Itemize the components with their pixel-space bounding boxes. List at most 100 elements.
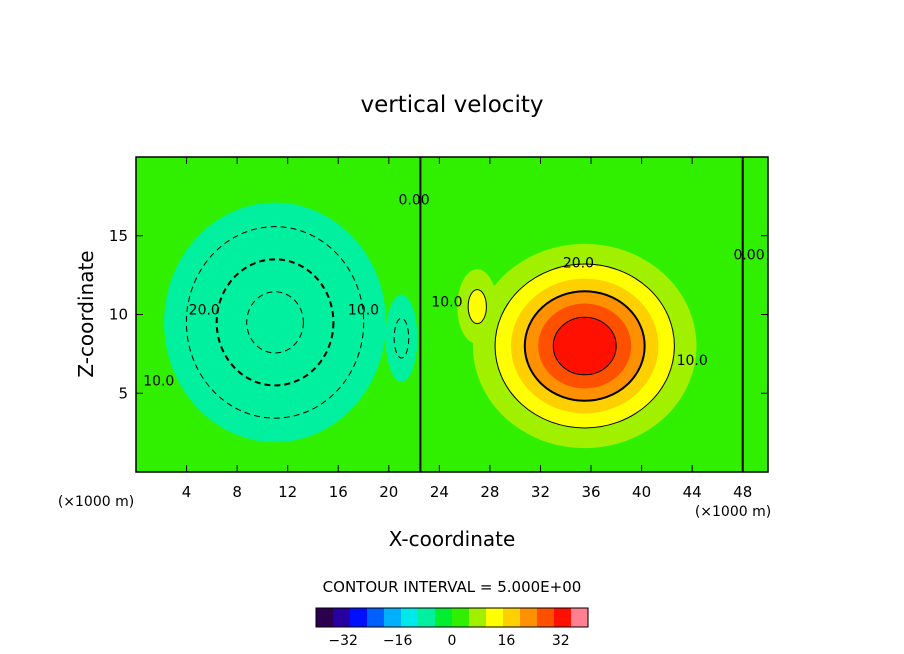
colorbar-swatch-39 bbox=[481, 608, 487, 627]
contour-line-1-20 bbox=[523, 290, 646, 402]
x-axis-ticks: 4 8 12 16 20 24 28 32 36 40 44 48 bbox=[182, 157, 752, 501]
colorbar-swatch-53 bbox=[541, 608, 547, 627]
colorbar-swatch-36 bbox=[469, 608, 474, 627]
colorbar-swatch-46 bbox=[511, 608, 517, 627]
x-tick-label-36: 36 bbox=[581, 483, 600, 501]
colorbar-swatch-40 bbox=[486, 608, 491, 627]
colorbar-ticks: −32 −16 0 16 32 bbox=[328, 633, 569, 649]
contour-interval-text: CONTOUR INTERVAL = 5.000E+00 bbox=[323, 578, 582, 596]
colorbar-swatch-57 bbox=[558, 608, 564, 627]
colorbar-swatch-17 bbox=[388, 608, 394, 627]
x-tick-label-44: 44 bbox=[683, 483, 702, 501]
colorbar-swatch-9 bbox=[354, 608, 360, 627]
chart-title: vertical velocity bbox=[361, 92, 544, 118]
colorbar-tick-label-4: 32 bbox=[552, 633, 570, 649]
velocity-field bbox=[136, 157, 768, 472]
contour-line-0-10 bbox=[185, 226, 365, 419]
colorbar-swatch-60 bbox=[571, 608, 576, 627]
x-tick-label-28: 28 bbox=[480, 483, 499, 501]
colorbar-swatch-26 bbox=[426, 608, 432, 627]
y-tick-label-5: 5 bbox=[118, 384, 128, 402]
colorbar-swatch-16 bbox=[384, 608, 389, 627]
colorbar-swatch-4 bbox=[333, 608, 338, 627]
field-band-3-10 bbox=[468, 289, 487, 324]
colorbar-swatch-10 bbox=[358, 608, 364, 627]
colorbar-swatch-51 bbox=[532, 608, 538, 627]
colorbar-swatch-23 bbox=[413, 608, 419, 627]
contour-label-7: 10.0 bbox=[143, 373, 174, 389]
colorbar-swatch-34 bbox=[460, 608, 466, 627]
colorbar-tick-label-1: −16 bbox=[383, 633, 413, 649]
colorbar-swatch-47 bbox=[515, 608, 521, 627]
colorbar-swatch-6 bbox=[341, 608, 347, 627]
colorbar-swatch-3 bbox=[328, 608, 334, 627]
x-tick-label-40: 40 bbox=[632, 483, 651, 501]
colorbar-swatch-37 bbox=[473, 608, 479, 627]
colorbar-frame bbox=[315, 607, 589, 628]
colorbar-swatch-44 bbox=[503, 608, 508, 627]
x-tick-label-12: 12 bbox=[278, 483, 297, 501]
colorbar-swatch-33 bbox=[456, 608, 462, 627]
colorbar-swatch-54 bbox=[545, 608, 551, 627]
field-band-1-30 bbox=[553, 317, 617, 375]
colorbar-swatch-22 bbox=[409, 608, 415, 627]
colorbar-swatch-62 bbox=[579, 608, 585, 627]
colorbar-swatch-58 bbox=[562, 608, 568, 627]
colorbar-swatch-43 bbox=[498, 608, 504, 627]
x-unit-note-left: (×1000 m) bbox=[58, 494, 134, 510]
contour-label-2: 20.0 bbox=[563, 255, 594, 271]
colorbar-swatch-7 bbox=[345, 608, 351, 627]
colorbar-swatch-35 bbox=[464, 608, 470, 627]
colorbar-swatch-50 bbox=[528, 608, 534, 627]
colorbar-swatch-11 bbox=[362, 608, 368, 627]
colorbar-swatch-41 bbox=[490, 608, 496, 627]
contour-label-1: 0.00 bbox=[733, 247, 764, 263]
field-band-0--5 bbox=[164, 202, 386, 443]
contour-label-0: 0.00 bbox=[398, 192, 429, 208]
y-tick-label-10: 10 bbox=[109, 306, 128, 324]
contour-line-2-10 bbox=[393, 317, 410, 359]
colorbar-swatch-52 bbox=[537, 608, 542, 627]
colorbar-tick-label-3: 16 bbox=[497, 633, 515, 649]
colorbar-swatch-32 bbox=[452, 608, 457, 627]
colorbar-swatch-15 bbox=[379, 608, 385, 627]
colorbar-swatch-19 bbox=[396, 608, 402, 627]
colorbar-swatch-13 bbox=[371, 608, 377, 627]
colorbar-swatch-20 bbox=[401, 608, 406, 627]
colorbar-swatch-63 bbox=[583, 608, 589, 627]
colorbar-tick-label-2: 0 bbox=[448, 633, 457, 649]
contour-label-5: 20.0 bbox=[189, 303, 220, 319]
colorbar-tick-label-0: −32 bbox=[328, 633, 358, 649]
x-tick-label-8: 8 bbox=[232, 483, 242, 501]
colorbar-swatch-27 bbox=[430, 608, 436, 627]
colorbar-swatch-12 bbox=[367, 608, 372, 627]
colorbar-swatch-29 bbox=[439, 608, 445, 627]
colorbar-swatch-25 bbox=[422, 608, 428, 627]
contour-label-6: 10.0 bbox=[348, 303, 379, 319]
colorbar-swatch-18 bbox=[392, 608, 398, 627]
colorbar-swatch-14 bbox=[375, 608, 381, 627]
colorbar-swatches bbox=[316, 608, 589, 627]
contour-label-3: 10.0 bbox=[677, 353, 708, 369]
contour-line-0-20 bbox=[215, 258, 335, 387]
contour-line-0-30 bbox=[246, 291, 304, 354]
x-unit-note-right: (×1000 m) bbox=[695, 504, 771, 520]
colorbar-swatch-61 bbox=[575, 608, 581, 627]
x-tick-label-48: 48 bbox=[733, 483, 752, 501]
contour-labels: 0.00 0.00 20.0 10.0 10.0 20.0 10.0 10.0 bbox=[143, 192, 764, 389]
colorbar-swatch-38 bbox=[477, 608, 483, 627]
x-axis-title: X-coordinate bbox=[389, 527, 516, 551]
x-tick-label-4: 4 bbox=[182, 483, 192, 501]
contour-label-4: 10.0 bbox=[431, 295, 462, 311]
colorbar-swatch-2 bbox=[324, 608, 330, 627]
colorbar-swatch-1 bbox=[320, 608, 326, 627]
y-axis-ticks: 5 10 15 bbox=[109, 227, 768, 402]
x-tick-label-20: 20 bbox=[379, 483, 398, 501]
colorbar-swatch-28 bbox=[435, 608, 440, 627]
y-tick-label-15: 15 bbox=[109, 227, 128, 245]
contour-line-3-10 bbox=[467, 289, 487, 325]
colorbar-swatch-31 bbox=[447, 608, 453, 627]
field-band-2--5 bbox=[385, 294, 418, 382]
